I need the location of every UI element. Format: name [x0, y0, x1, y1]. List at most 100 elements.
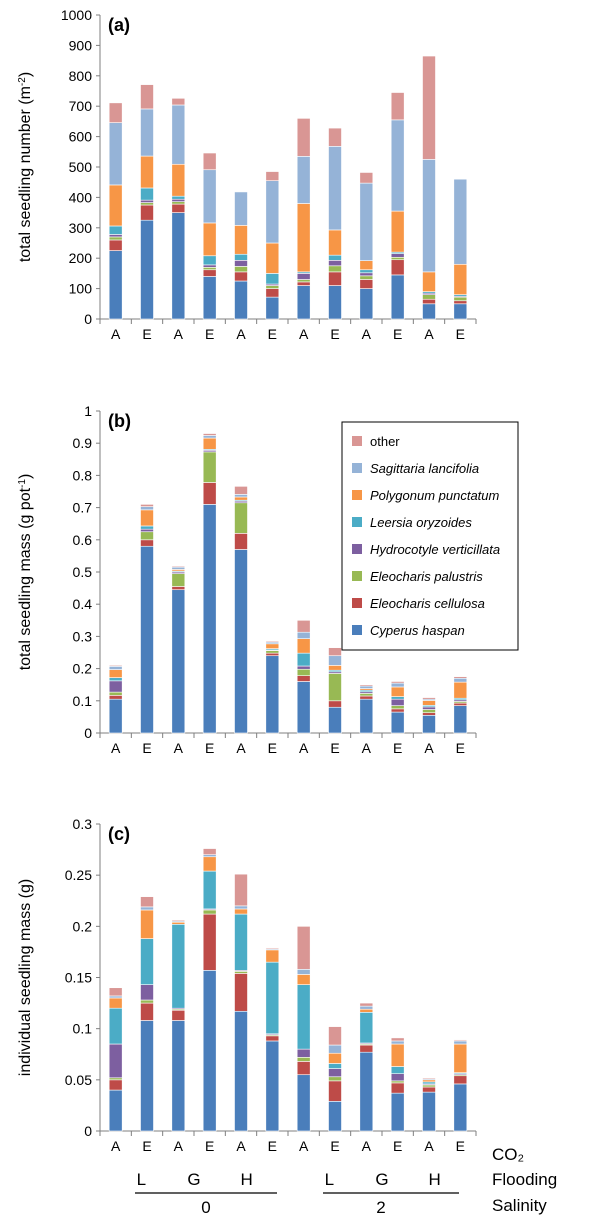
bar-segment	[359, 288, 374, 320]
bar-segment	[108, 234, 123, 238]
bar-segment	[202, 913, 217, 971]
bar-segment	[234, 971, 248, 974]
bar-segment	[108, 184, 123, 227]
bar-segment	[234, 225, 248, 255]
bar-segment	[108, 680, 123, 693]
x-tick-label: A	[299, 740, 309, 756]
x-tick-label: E	[393, 740, 402, 756]
x-tick-label: E	[456, 740, 465, 756]
bar-segment	[359, 1051, 374, 1132]
bar-segment	[453, 296, 468, 302]
y-axis-label-tail: )	[17, 72, 34, 77]
bar-segment	[108, 987, 123, 997]
bar-segment	[171, 1020, 186, 1132]
bar-segment	[202, 504, 217, 734]
bar-segment	[422, 1077, 436, 1080]
bar-segment	[296, 675, 311, 682]
bar-segment	[328, 1044, 342, 1054]
bar-segment	[390, 1092, 405, 1132]
y-tick-label: 0.3	[73, 816, 93, 832]
bar-segment	[108, 669, 123, 678]
bar-segment	[202, 433, 217, 436]
bar-segment	[296, 279, 311, 283]
bar-segment	[265, 947, 280, 950]
bar-segment	[234, 905, 248, 910]
bar-segment	[202, 482, 217, 505]
bar-segment	[265, 650, 280, 654]
bar-segment	[359, 172, 374, 184]
y-tick-label: 100	[69, 281, 93, 297]
x-tick-label: E	[393, 1138, 402, 1154]
y-axis-label-sup: -2	[17, 77, 28, 86]
bar-segment	[202, 435, 217, 439]
y-tick-label: 900	[69, 37, 93, 53]
bar-segment	[234, 873, 248, 907]
bar-segment	[296, 203, 311, 273]
bar-segment	[140, 1002, 154, 1021]
bar-segment	[140, 506, 154, 511]
bar-segment	[453, 178, 468, 265]
bar-segment	[422, 298, 436, 305]
bar-segment	[108, 250, 123, 320]
y-tick-label: 1	[84, 403, 92, 419]
bar-segment	[296, 668, 311, 676]
y-axis-label-sup: -1	[17, 479, 28, 488]
y-tick-label: 0.1	[73, 1021, 93, 1037]
bar-segment	[108, 1077, 123, 1081]
bar-segment	[296, 1061, 311, 1076]
bar-segment	[296, 638, 311, 654]
bar-segment	[359, 260, 374, 271]
bar-segment	[140, 938, 154, 985]
bar-segment	[453, 1043, 468, 1073]
bar-segment	[108, 1007, 123, 1045]
bar-segment	[140, 187, 154, 201]
bar-segment	[202, 848, 217, 855]
y-tick-label: 0	[84, 311, 92, 327]
bar-segment	[265, 180, 280, 244]
bar-segment	[390, 711, 405, 734]
bar-segment	[108, 698, 123, 734]
bar-segment	[140, 984, 154, 1001]
bar-segment	[390, 1037, 405, 1042]
bar-segment	[140, 199, 154, 203]
bar-segment	[422, 700, 436, 706]
y-tick-label: 0.15	[65, 970, 92, 986]
bar-segment	[265, 643, 280, 649]
bar-segment	[390, 253, 405, 258]
bar-segment	[171, 565, 186, 568]
bar-segment	[234, 191, 248, 226]
bar-segment	[171, 919, 186, 922]
legend: other Sagittaria lancifolia Polygonum punc…	[341, 421, 519, 651]
legend-swatch	[352, 544, 362, 554]
bar-segment	[390, 698, 405, 706]
bar-segment	[328, 673, 342, 702]
bar-segment	[390, 1066, 405, 1074]
bar-segment	[453, 676, 468, 679]
bar-segment	[171, 201, 186, 205]
bar-segment	[108, 1043, 123, 1079]
bar-segment	[359, 1011, 374, 1044]
bar-segment	[390, 1043, 405, 1067]
bar-segment	[234, 496, 248, 501]
y-tick-label: 1000	[61, 7, 92, 23]
y-tick-label: 0.4	[73, 596, 93, 612]
bar-segment	[328, 1068, 342, 1078]
bar-segment	[234, 271, 248, 282]
y-tick-label: 0.2	[73, 918, 93, 934]
flooding-label: G	[187, 1170, 200, 1189]
bar-segment	[422, 159, 436, 273]
bar-segment	[171, 1009, 186, 1021]
bar-segment	[328, 254, 342, 261]
bar-segment	[296, 281, 311, 286]
bar-segment	[422, 1081, 436, 1085]
bar-segment	[328, 146, 342, 231]
bar-segment	[359, 272, 374, 277]
legend-label: Eleocharis palustris	[370, 569, 483, 584]
bar-segment	[453, 1075, 468, 1085]
x-tick-label: A	[236, 326, 246, 342]
bar-segment	[171, 586, 186, 591]
bar-segment	[422, 303, 436, 320]
bar-segment	[234, 260, 248, 267]
bar-segment	[422, 1084, 436, 1088]
bar-segment	[390, 259, 405, 276]
